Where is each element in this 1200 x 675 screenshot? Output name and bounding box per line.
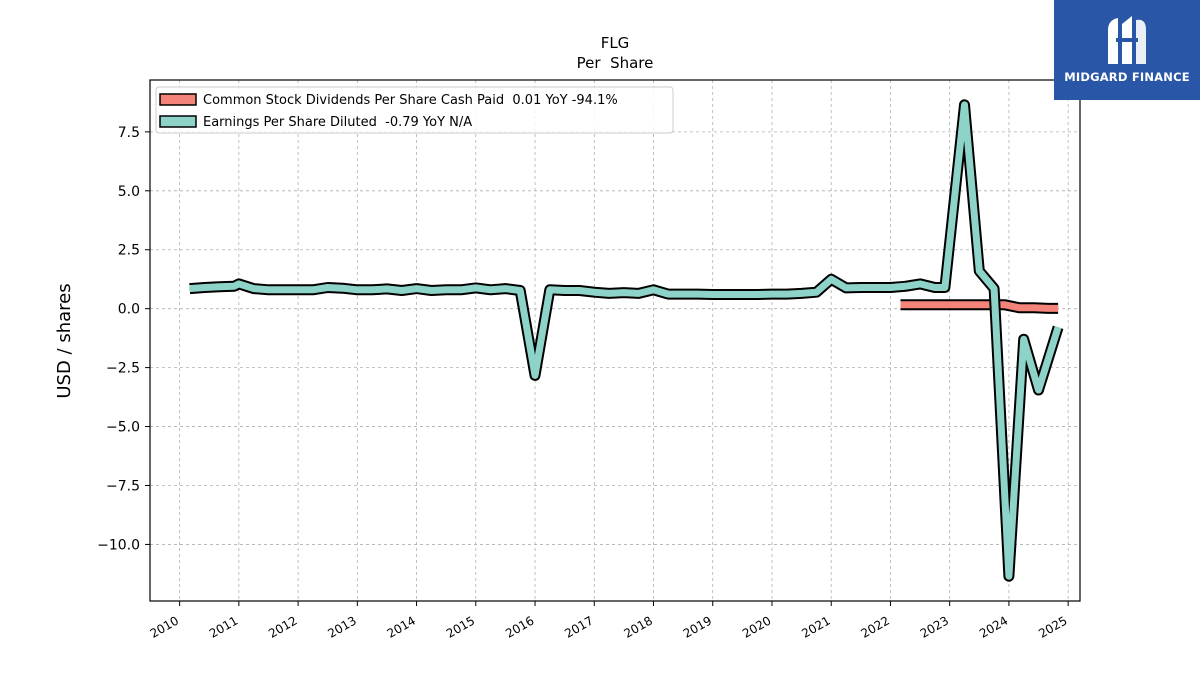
chart-title: FLG	[601, 34, 630, 52]
legend-swatch-dividends	[159, 93, 197, 106]
series-line	[900, 301, 1059, 312]
x-tick-label: 2015	[444, 613, 477, 640]
legend-label-eps: Earnings Per Share Diluted -0.79 YoY N/A	[203, 115, 472, 130]
x-tick-label: 2017	[562, 613, 595, 640]
x-tick-label: 2010	[148, 613, 181, 640]
series-layer	[189, 99, 1064, 582]
x-tick-label: 2011	[207, 613, 240, 640]
series-0	[900, 299, 1059, 314]
x-tick-label: 2022	[858, 613, 891, 640]
x-axis: 2010 2011 2012 2013 2014 2015 2016 2017 2018 2019…	[148, 601, 1070, 641]
x-tick-label: 2021	[799, 613, 832, 640]
series-line-outline	[189, 99, 1064, 582]
chart-subtitle: Per Share	[577, 54, 654, 72]
x-tick-label: 2024	[977, 613, 1010, 640]
y-tick-label: 2.5	[118, 243, 140, 259]
y-tick-label: 7.5	[118, 125, 140, 141]
x-tick-label: 2012	[266, 613, 299, 640]
y-tick-label: −2.5	[106, 361, 140, 377]
y-tick-label: 5.0	[118, 184, 140, 200]
y-axis: 7.5 5.0 2.5 0.0 −2.5 −5.0 −7.5 −10.0	[97, 125, 150, 553]
x-tick-label: 2019	[681, 613, 714, 640]
brand-mark-icon	[1108, 16, 1146, 64]
y-tick-label: −10.0	[97, 537, 140, 553]
x-tick-label: 2023	[918, 613, 951, 640]
legend: Common Stock Dividends Per Share Cash Pa…	[155, 86, 674, 134]
x-tick-label: 2020	[740, 613, 773, 640]
series-line	[189, 101, 1062, 580]
x-tick-label: 2014	[385, 613, 418, 640]
plot-frame	[149, 79, 1081, 602]
x-tick-label: 2016	[503, 613, 536, 640]
y-axis-label: USD / shares	[54, 283, 75, 398]
legend-box	[155, 86, 674, 134]
y-tick-label: −7.5	[106, 478, 140, 494]
x-tick-label: 2013	[325, 613, 358, 640]
y-tick-label: 0.0	[118, 302, 140, 318]
series-1	[189, 99, 1064, 582]
brand-name: MIDGARD FINANCE	[1064, 70, 1190, 84]
y-tick-label: −5.0	[106, 420, 140, 436]
legend-label-dividends: Common Stock Dividends Per Share Cash Pa…	[203, 93, 618, 108]
x-tick-label: 2018	[622, 613, 655, 640]
legend-swatch-eps	[159, 115, 197, 128]
grid-lines	[150, 80, 1080, 601]
brand-logo: MIDGARD FINANCE	[1054, 0, 1200, 100]
x-tick-label: 2025	[1036, 613, 1069, 640]
